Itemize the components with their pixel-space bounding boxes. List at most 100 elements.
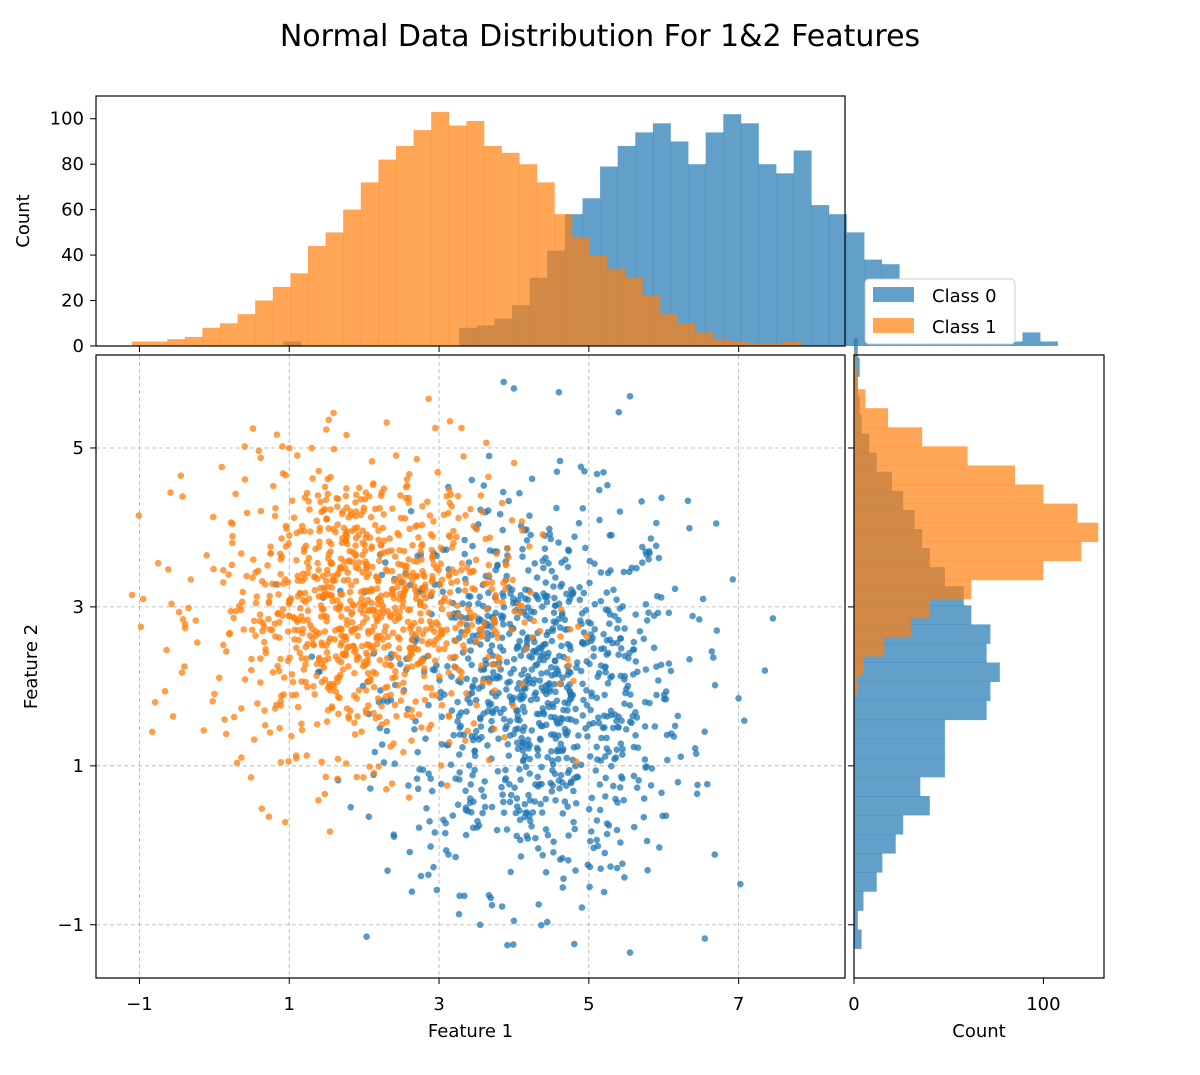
- top-hist-bar-class-1: [765, 343, 784, 346]
- scatter-point-class-0: [503, 826, 511, 833]
- scatter-point-class-1: [485, 571, 493, 579]
- scatter-point-class-0: [463, 675, 471, 683]
- scatter-point-class-1: [329, 680, 337, 688]
- scatter-point-class-1: [422, 594, 430, 602]
- scatter-point-class-1: [468, 621, 476, 629]
- right-hist-bar-class-0: [854, 929, 862, 949]
- top-hist-bar-class-0: [740, 123, 759, 346]
- scatter-point-class-0: [602, 774, 609, 782]
- scatter-point-class-0: [427, 843, 434, 850]
- scatter-point-class-0: [553, 504, 560, 512]
- scatter-point-class-0: [602, 793, 609, 800]
- scatter-point-class-0: [575, 519, 583, 527]
- scatter-point-class-0: [642, 548, 650, 556]
- scatter-point-class-0: [557, 771, 565, 779]
- scatter-point-class-0: [516, 807, 523, 814]
- scatter-point-class-0: [547, 731, 555, 738]
- scatter-point-class-0: [383, 727, 391, 735]
- scatter-point-class-1: [557, 633, 564, 640]
- scatter-point-class-1: [408, 737, 415, 744]
- scatter-point-class-0: [613, 864, 621, 872]
- scatter-point-class-1: [456, 620, 464, 628]
- scatter-point-class-1: [443, 640, 450, 647]
- scatter-point-class-0: [378, 741, 386, 748]
- scatter-point-class-1: [257, 679, 264, 686]
- scatter-point-class-1: [492, 591, 500, 599]
- scatter-point-class-1: [405, 655, 413, 663]
- scatter-point-class-1: [373, 573, 381, 581]
- scatter-point-class-0: [471, 766, 478, 774]
- scatter-point-class-0: [489, 707, 496, 715]
- scatter-point-class-1: [359, 527, 367, 534]
- scatter-point-class-0: [521, 800, 529, 808]
- scatter-point-class-1: [490, 725, 498, 733]
- top-hist-frame: [95, 95, 846, 347]
- scatter-point-class-1: [323, 515, 330, 523]
- legend-label-class-0: Class 0: [932, 286, 997, 307]
- scatter-point-class-1: [446, 533, 454, 541]
- scatter-point-class-1: [375, 536, 382, 544]
- scatter-point-class-1: [346, 588, 354, 596]
- scatter-point-class-1: [365, 630, 372, 637]
- scatter-point-class-1: [557, 606, 565, 613]
- scatter-point-class-1: [470, 720, 478, 727]
- scatter-point-class-0: [696, 616, 703, 623]
- scatter-point-class-1: [290, 514, 298, 521]
- scatter-point-class-0: [518, 734, 525, 742]
- scatter-point-class-1: [324, 566, 331, 574]
- scatter-point-class-0: [481, 803, 489, 811]
- scatter-point-class-0: [478, 786, 485, 793]
- scatter-point-class-0: [595, 719, 603, 727]
- scatter-point-class-0: [594, 756, 601, 763]
- scatter-point-class-1: [340, 524, 348, 532]
- scatter-point-class-1: [285, 758, 292, 765]
- scatter-point-class-0: [528, 823, 535, 830]
- scatter-point-class-1: [365, 607, 373, 615]
- scatter-point-class-1: [290, 614, 298, 621]
- scatter-point-class-1: [391, 701, 399, 709]
- scatter-point-class-1: [366, 763, 373, 770]
- scatter-point-class-0: [641, 723, 649, 730]
- scatter-point-class-0: [653, 663, 660, 670]
- scatter-point-class-1: [453, 533, 460, 541]
- scatter-point-class-1: [165, 566, 172, 573]
- scatter-point-class-1: [181, 663, 188, 670]
- scatter-point-class-0: [519, 703, 527, 711]
- scatter-point-class-1: [521, 619, 528, 626]
- scatter-point-class-1: [408, 663, 416, 670]
- scatter-point-class-0: [701, 728, 708, 735]
- scatter-point-class-0: [588, 794, 596, 802]
- scatter-point-class-0: [593, 694, 601, 702]
- right-hist-bar-class-0: [854, 834, 896, 854]
- scatter-point-class-0: [626, 949, 634, 956]
- scatter-point-class-0: [463, 614, 470, 622]
- scatter-point-class-0: [456, 776, 463, 783]
- scatter-point-class-1: [328, 560, 336, 567]
- scatter-point-class-0: [579, 639, 586, 647]
- scatter-point-class-1: [222, 730, 230, 738]
- scatter-point-class-0: [537, 800, 544, 808]
- scatter-point-class-0: [567, 669, 574, 676]
- scatter-point-class-0: [468, 661, 475, 669]
- scatter-point-class-1: [163, 646, 170, 654]
- scatter-point-class-1: [352, 577, 360, 585]
- scatter-point-class-1: [382, 661, 389, 668]
- scatter-point-class-0: [582, 725, 589, 732]
- scatter-point-class-0: [472, 727, 480, 735]
- scatter-point-class-1: [169, 713, 177, 720]
- scatter-point-class-1: [278, 553, 286, 560]
- scatter-point-class-0: [534, 845, 542, 852]
- scatter-point-class-0: [523, 637, 531, 645]
- scatter-point-class-0: [463, 708, 470, 715]
- scatter-point-class-1: [463, 564, 471, 571]
- scatter-point-class-0: [592, 767, 600, 774]
- legend: Class 0 Class 1: [864, 278, 1016, 345]
- scatter-point-class-1: [241, 476, 249, 483]
- scatter-point-class-0: [632, 611, 639, 618]
- scatter-point-class-1: [270, 482, 277, 490]
- scatter-point-class-1: [362, 558, 369, 565]
- scatter-point-class-0: [550, 583, 557, 590]
- scatter-point-class-1: [272, 633, 279, 640]
- scatter-point-class-0: [564, 803, 571, 810]
